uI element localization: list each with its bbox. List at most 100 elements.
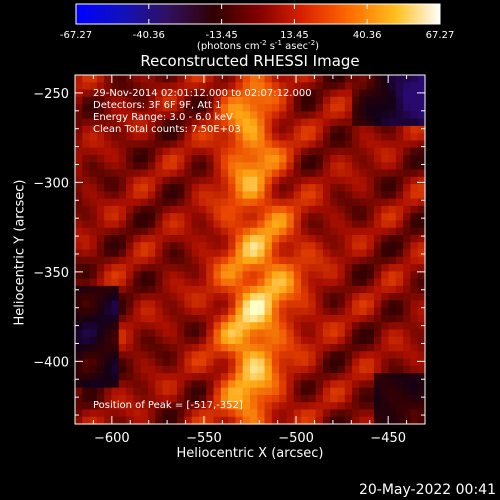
heatmap-cell <box>417 409 426 418</box>
heatmap-cell <box>75 394 83 403</box>
heatmap-cell <box>235 329 244 338</box>
heatmap-cell <box>359 387 368 396</box>
heatmap-cell <box>293 300 302 309</box>
heatmap-cell <box>177 162 185 171</box>
heatmap-cell <box>264 307 273 316</box>
heatmap-cell <box>111 140 120 149</box>
heatmap-cell <box>388 154 397 163</box>
heatmap-cell <box>242 387 251 396</box>
heatmap-cell <box>133 184 142 192</box>
heatmap-cell <box>111 285 120 294</box>
heatmap-cell <box>388 118 397 127</box>
heatmap-cell <box>82 271 91 280</box>
heatmap-cell <box>381 234 390 243</box>
heatmap-cell <box>250 242 258 251</box>
heatmap-cell <box>213 125 222 134</box>
heatmap-cell <box>381 220 390 229</box>
heatmap-cell <box>228 409 237 418</box>
heatmap-cell <box>388 373 397 381</box>
heatmap-cell <box>395 336 404 345</box>
heatmap-cell <box>337 191 346 200</box>
heatmap-cell <box>337 322 346 331</box>
heatmap-cell <box>366 278 375 287</box>
heatmap-cell <box>330 416 339 425</box>
heatmap-cell <box>373 205 382 214</box>
heatmap-cell <box>301 358 309 367</box>
heatmap-cell <box>271 322 280 331</box>
heatmap-cell <box>250 394 258 403</box>
heatmap-cell <box>388 133 397 142</box>
heatmap-cell <box>140 176 149 185</box>
heatmap-cell <box>344 133 353 142</box>
heatmap-cell <box>118 104 127 112</box>
heatmap-cell <box>271 227 280 236</box>
heatmap-cell <box>352 387 360 396</box>
heatmap-cell <box>140 227 149 236</box>
heatmap-cell <box>104 249 113 258</box>
heatmap-cell <box>75 111 83 120</box>
heatmap-cell <box>410 329 419 338</box>
heatmap-cell <box>133 104 142 112</box>
heatmap-cell <box>322 191 331 200</box>
heatmap-cell <box>242 198 251 207</box>
heatmap-cell <box>126 271 134 280</box>
heatmap-cell <box>403 242 412 251</box>
heatmap-cell <box>388 402 397 411</box>
heatmap-cell <box>301 278 309 287</box>
heatmap-cell <box>286 191 295 200</box>
heatmap-cell <box>315 227 324 236</box>
heatmap-cell <box>118 256 127 265</box>
heatmap-cell <box>264 147 273 156</box>
heatmap-cell <box>315 133 324 142</box>
heatmap-cell <box>271 213 280 222</box>
heatmap-cell <box>279 154 288 163</box>
heatmap-cell <box>315 365 324 374</box>
heatmap-cell <box>279 264 288 272</box>
heatmap-cell <box>198 140 207 149</box>
heatmap-cell <box>250 205 258 214</box>
heatmap-cell <box>403 329 412 338</box>
heatmap-cell <box>352 344 360 352</box>
heatmap-cell <box>250 89 258 98</box>
heatmap-cell <box>111 191 120 200</box>
heatmap-cell <box>242 169 251 178</box>
heatmap-cell <box>89 154 98 163</box>
heatmap-cell <box>133 271 142 280</box>
heatmap-cell <box>242 104 251 112</box>
heatmap-cell <box>155 402 164 411</box>
heatmap-cell <box>352 242 360 251</box>
heatmap-cell <box>118 416 127 425</box>
heatmap-cell <box>322 162 331 171</box>
heatmap-cell <box>89 111 98 120</box>
heatmap-cell <box>417 264 426 272</box>
heatmap-cell <box>96 256 105 265</box>
heatmap-cell <box>359 198 368 207</box>
heatmap-cell <box>213 198 222 207</box>
heatmap-cell <box>184 380 193 389</box>
heatmap-cell <box>118 133 127 142</box>
heatmap-cell <box>373 234 382 243</box>
heatmap-cell <box>169 205 178 214</box>
heatmap-cell <box>206 293 215 301</box>
heatmap-cell <box>155 104 164 112</box>
heatmap-cell <box>126 104 134 112</box>
heatmap-cell <box>126 307 134 316</box>
heatmap-cell <box>147 242 156 251</box>
heatmap-cell <box>395 234 404 243</box>
heatmap-cell <box>184 213 193 222</box>
heatmap-cell <box>250 125 258 134</box>
heatmap-cell <box>373 264 382 272</box>
heatmap-cell <box>184 89 193 98</box>
heatmap-cell <box>184 104 193 112</box>
heatmap-cell <box>147 104 156 112</box>
heatmap-cell <box>381 242 390 251</box>
heatmap-cell <box>257 256 266 265</box>
heatmap-cell <box>359 256 368 265</box>
heatmap-cell <box>235 402 244 411</box>
heatmap-cell <box>198 293 207 301</box>
heatmap-cell <box>235 191 244 200</box>
heatmap-cell <box>104 336 113 345</box>
heatmap-cell <box>155 205 164 214</box>
heatmap-cell <box>257 213 266 222</box>
heatmap-cell <box>118 285 127 294</box>
